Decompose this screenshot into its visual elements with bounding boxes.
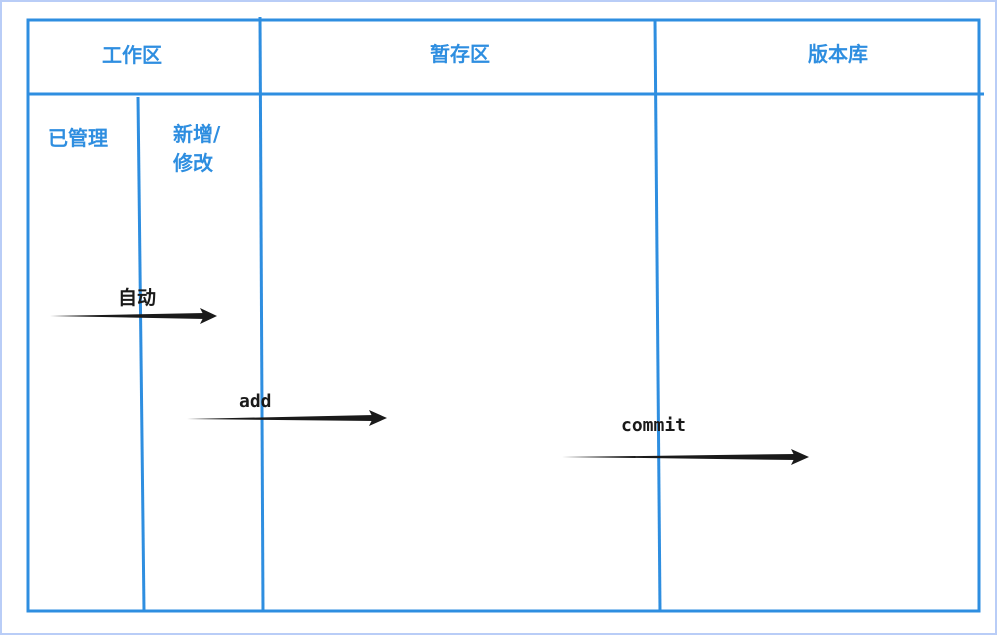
- column-divider-2: [653, 19, 662, 612]
- column-divider-1: [258, 16, 265, 612]
- arrow-auto-head: [200, 308, 217, 324]
- arrow-commit-head: [791, 449, 809, 465]
- arrow-add: [187, 415, 374, 421]
- arrow-label-commit: commit: [621, 415, 686, 436]
- column-header-staging-area: 暂存区: [430, 42, 490, 66]
- arrow-auto: [50, 313, 205, 319]
- subcolumn-label-managed: 已管理: [48, 126, 108, 150]
- arrow-commit: [562, 454, 796, 460]
- table-border: [26, 18, 981, 613]
- arrow-label-auto: 自动: [118, 286, 156, 309]
- column-header-repository: 版本库: [808, 42, 868, 66]
- arrow-label-add: add: [239, 391, 272, 412]
- subcolumn-label-new-modified-line2: 修改: [172, 151, 214, 175]
- arrow-add-head: [369, 410, 387, 426]
- column-header-working-area: 工作区: [102, 43, 162, 67]
- subcolumn-label-new-modified-line1: 新增/: [173, 122, 221, 146]
- subcolumn-divider: [136, 96, 146, 612]
